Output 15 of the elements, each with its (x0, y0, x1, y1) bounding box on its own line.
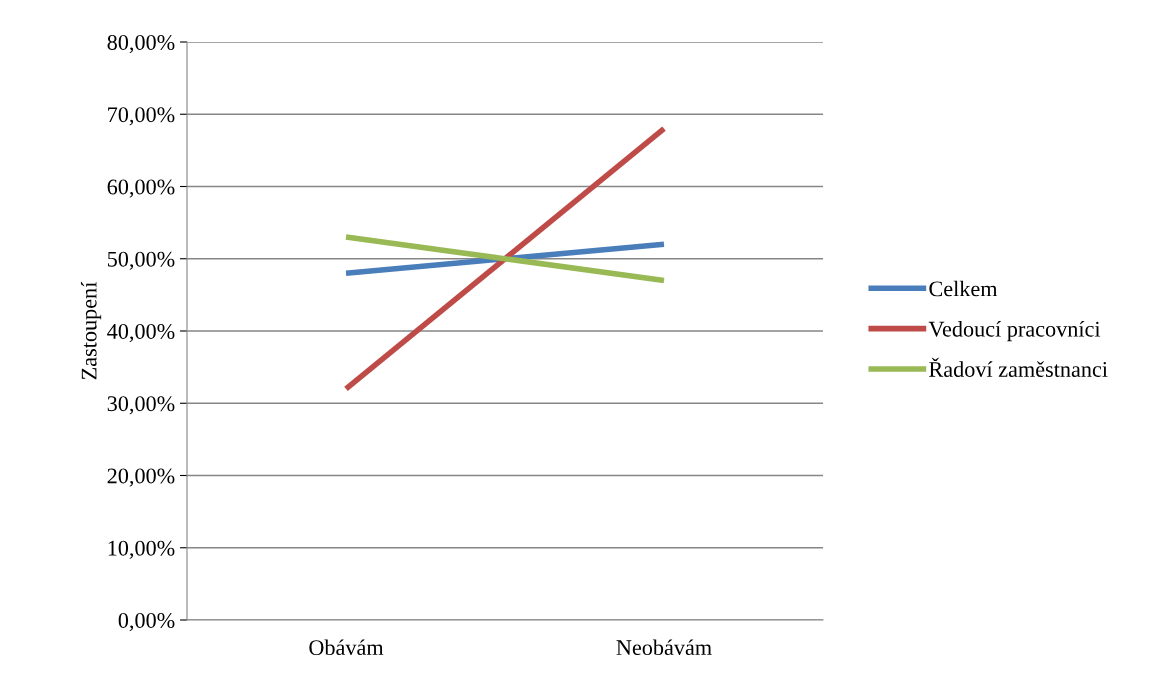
y-tick-label: 20,00% (107, 468, 175, 487)
legend-label: Vedoucí pracovníci (928, 320, 1101, 342)
y-tick-label: 80,00% (107, 34, 175, 54)
y-tick-label: 70,00% (108, 107, 175, 126)
y-tick-label: 40,00% (107, 323, 175, 343)
y-tick-label: 50,00% (107, 251, 175, 270)
y-tick-label: 60,00% (107, 179, 175, 198)
x-tick-label: Neobávám (616, 639, 712, 656)
legend-label: Celkem (929, 280, 998, 297)
y-axis-title: Zastoupení (80, 281, 102, 380)
y-tick-label: 0,00% (118, 612, 175, 632)
y-tick-label: 30,00% (107, 396, 175, 415)
legend-label: Řadoví zaměstnanci (929, 357, 1108, 377)
y-tick-label: 10,00% (108, 540, 175, 559)
x-tick-label: Obávám (309, 639, 384, 656)
